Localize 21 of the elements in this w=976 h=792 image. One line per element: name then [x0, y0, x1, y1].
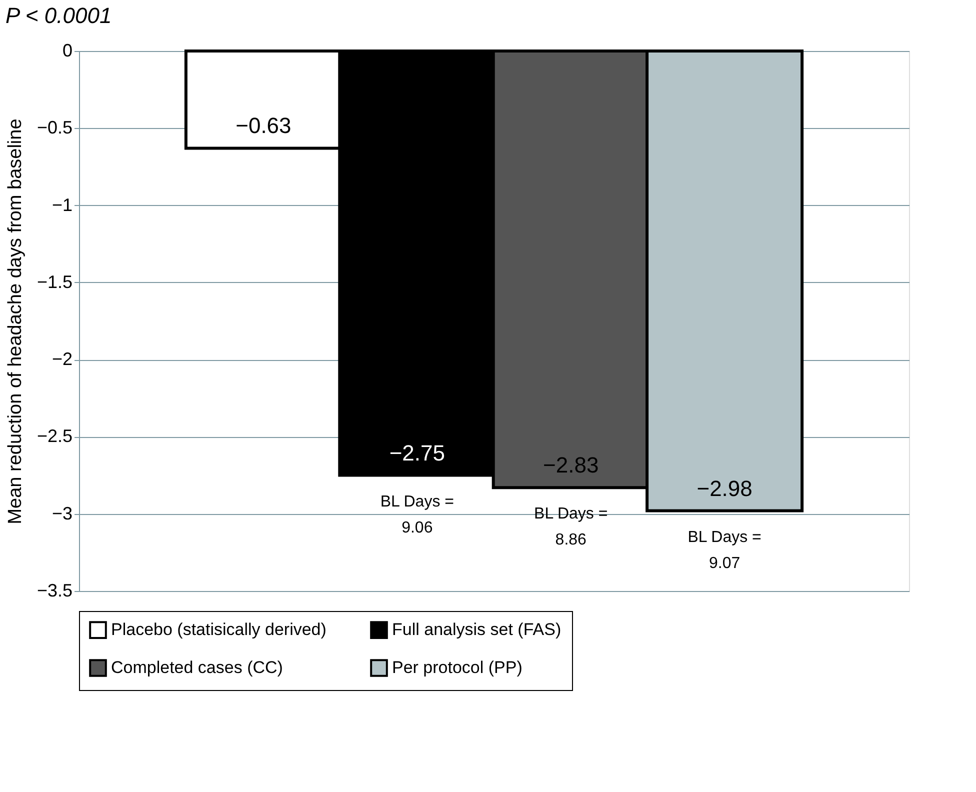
y-tick-label: −1.5	[36, 272, 72, 292]
y-tick-label: −2	[52, 349, 72, 370]
annotation: BL Days = 8.86	[534, 506, 608, 549]
data-label: −2.83	[543, 452, 599, 478]
y-tick-label: −0.5	[36, 118, 72, 138]
legend-label: Per protocol (PP)	[392, 658, 522, 677]
y-axis-title: Mean reduction of headache days from baseline	[4, 118, 26, 524]
chart-title: P < 0.0001	[5, 3, 112, 28]
legend-label: Full analysis set (FAS)	[392, 620, 562, 640]
annotation: BL Days = 9.06	[380, 493, 454, 536]
data-label: −2.75	[389, 440, 445, 466]
data-label: −0.63	[236, 113, 292, 138]
annotation: BL Days = 9.07	[688, 528, 762, 572]
y-tick-label: −3.5	[36, 580, 72, 600]
data-label: −2.98	[696, 476, 752, 501]
y-tick-label: −1	[52, 194, 72, 215]
y-tick-label: −3	[52, 503, 72, 524]
y-tick-label: −2.5	[36, 426, 72, 446]
legend-label: Placebo (statisically derived)	[111, 620, 326, 640]
legend-label: Completed cases (CC)	[111, 658, 283, 677]
y-tick-label: 0	[62, 40, 72, 60]
